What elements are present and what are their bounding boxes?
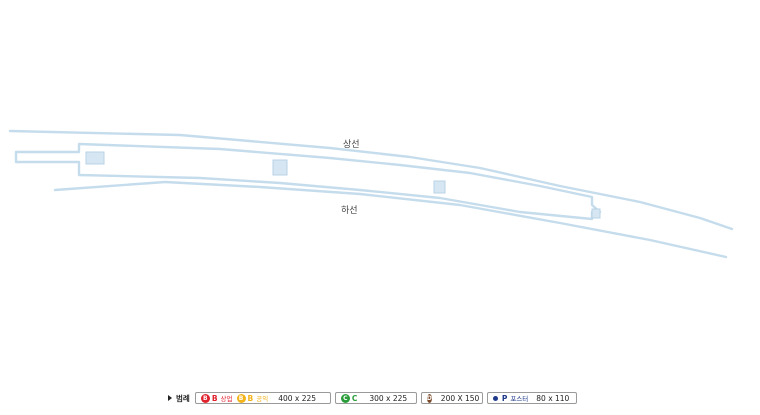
legend-title-text: 범례 <box>176 393 190 403</box>
legend-item-p: P 포스터 80 x 110 <box>486 392 577 404</box>
legend: 범례 B B 상업 B B 공익 400 x 225 C C 300 x 225… <box>168 391 581 405</box>
ad-slot-1[interactable] <box>85 151 105 165</box>
p-dot-icon <box>492 395 498 401</box>
upper-track-line <box>8 129 734 231</box>
ad-slot-4[interactable] <box>591 208 601 219</box>
legend-sub-poster: 포스터 <box>510 395 529 403</box>
legend-size-p: 80 x 110 <box>536 393 570 403</box>
legend-item-b: B B 상업 B B 공익 400 x 225 <box>194 392 331 404</box>
legend-sub-public: 공익 <box>256 395 269 403</box>
legend-code-c: C <box>351 393 358 403</box>
ad-slot-2[interactable] <box>272 159 288 176</box>
b-badge-icon: B <box>200 393 210 403</box>
legend-code-b-public: B <box>247 393 254 403</box>
lower-track-label: 하선 <box>341 205 358 216</box>
legend-code-b: B <box>211 393 218 403</box>
legend-code-p: P <box>501 393 508 403</box>
legend-title: 범례 <box>168 393 190 404</box>
legend-item-c: C C 300 x 225 <box>334 392 417 404</box>
c-badge-icon: C <box>340 393 350 403</box>
lower-track-line <box>53 180 728 259</box>
upper-track-label: 상선 <box>343 139 360 150</box>
triangle-right-icon <box>168 395 172 401</box>
legend-size-d: 200 X 150 <box>440 393 480 403</box>
ad-slot-3[interactable] <box>433 180 446 194</box>
legend-item-d: D 200 X 150 <box>420 392 483 404</box>
d-badge-icon: D <box>426 393 432 403</box>
legend-size-b: 400 x 225 <box>278 393 317 403</box>
station-track-diagram: 상선 하선 <box>8 129 734 259</box>
b-public-badge-icon: B <box>236 393 246 403</box>
legend-size-c: 300 x 225 <box>369 393 408 403</box>
legend-sub-commercial: 상업 <box>220 395 233 403</box>
